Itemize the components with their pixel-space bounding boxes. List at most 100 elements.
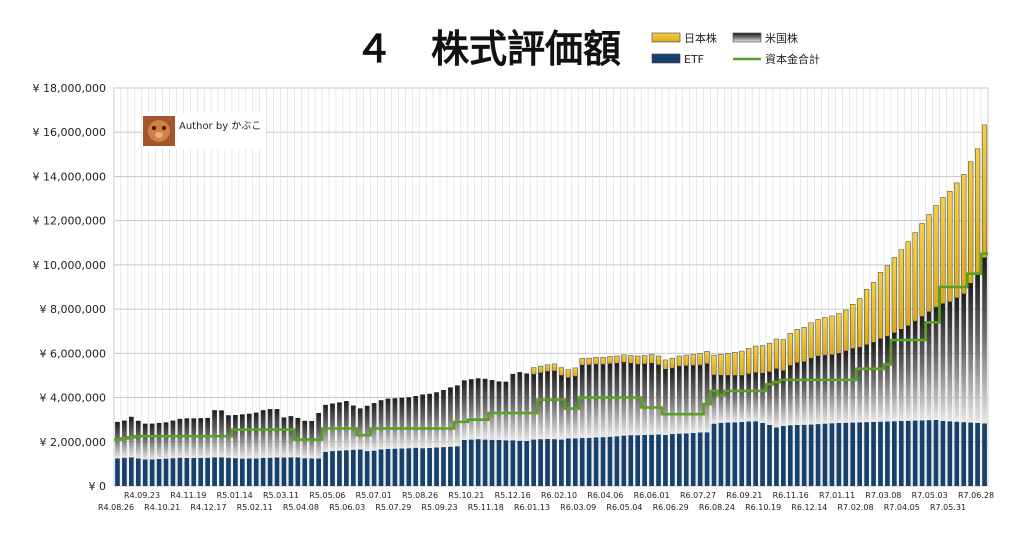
bar-etf bbox=[871, 421, 876, 486]
bar-etf bbox=[912, 420, 918, 486]
x-tick-label: R6.09.21 bbox=[726, 491, 762, 500]
bar-us-stock bbox=[912, 321, 918, 421]
x-tick-label: R6.06.29 bbox=[653, 503, 689, 512]
bar-us-stock bbox=[676, 366, 682, 434]
bar-jp-stock bbox=[600, 357, 606, 365]
bar-jp-stock bbox=[919, 223, 925, 317]
x-tick-label: R5.07.29 bbox=[375, 503, 411, 512]
bar-etf bbox=[385, 448, 391, 486]
bar-jp-stock bbox=[579, 358, 585, 366]
bar-etf bbox=[808, 424, 814, 486]
x-tick-label: R5.02.11 bbox=[237, 503, 273, 512]
bar-jp-stock bbox=[676, 355, 682, 367]
bar-etf bbox=[593, 437, 599, 486]
bar-us-stock bbox=[406, 397, 412, 449]
bar-us-stock bbox=[552, 371, 557, 440]
x-tick-label: R7.04.05 bbox=[884, 503, 920, 512]
bar-etf bbox=[760, 422, 765, 486]
bar-jp-stock bbox=[905, 241, 911, 326]
x-tick-label: R7.05.31 bbox=[930, 503, 966, 512]
bars bbox=[115, 124, 988, 486]
bar-us-stock bbox=[829, 354, 835, 424]
bar-etf bbox=[670, 434, 675, 486]
bar-etf bbox=[565, 438, 571, 486]
bar-etf bbox=[420, 448, 426, 486]
x-tick-label: R4.10.21 bbox=[144, 503, 180, 512]
bar-us-stock bbox=[621, 362, 627, 436]
bar-etf bbox=[427, 447, 432, 486]
bar-us-stock bbox=[711, 375, 717, 424]
bar-etf bbox=[350, 449, 356, 486]
bar-jp-stock bbox=[662, 359, 669, 370]
bar-jp-stock bbox=[801, 327, 807, 362]
bar-us-stock bbox=[857, 347, 863, 423]
bar-etf bbox=[191, 457, 197, 486]
bar-jp-stock bbox=[870, 282, 877, 343]
bar-jp-stock bbox=[954, 182, 960, 299]
legend: 日本株 米国株 ETF 資本金合計 bbox=[651, 31, 820, 66]
x-tick-label: R5.03.11 bbox=[263, 491, 299, 500]
x-tick-label: R6.04.06 bbox=[587, 491, 623, 500]
bar-us-stock bbox=[413, 396, 419, 448]
legend-label: 日本株 bbox=[684, 31, 717, 45]
bar-jp-stock bbox=[877, 272, 884, 339]
bar-us-stock bbox=[212, 410, 217, 458]
bar-jp-stock bbox=[586, 357, 592, 366]
bar-us-stock bbox=[219, 410, 224, 458]
x-tick-label: R5.01.14 bbox=[217, 491, 253, 500]
bar-etf bbox=[316, 458, 321, 486]
bar-etf bbox=[905, 420, 911, 486]
bar-us-stock bbox=[344, 401, 349, 451]
legend-swatch bbox=[732, 32, 762, 43]
y-tick-label: ¥ 14,000,000 bbox=[33, 170, 106, 183]
bar-etf bbox=[815, 424, 821, 486]
bar-us-stock bbox=[704, 363, 710, 433]
legend-label: ETF bbox=[684, 53, 704, 66]
bar-us-stock bbox=[156, 422, 162, 460]
bar-jp-stock bbox=[857, 298, 863, 348]
bar-us-stock bbox=[933, 307, 939, 420]
bar-us-stock bbox=[177, 418, 183, 458]
bar-etf bbox=[718, 422, 724, 486]
bar-etf bbox=[746, 421, 752, 486]
bar-etf bbox=[253, 458, 259, 486]
bar-jp-stock bbox=[607, 356, 613, 364]
bar-us-stock bbox=[725, 375, 731, 423]
bar-etf bbox=[489, 439, 495, 486]
x-tick-label: R7.06.28 bbox=[958, 491, 994, 500]
bar-jp-stock bbox=[753, 345, 759, 373]
bar-etf bbox=[552, 439, 557, 486]
bar-etf bbox=[794, 424, 800, 486]
x-tick-label: R5.10.21 bbox=[448, 491, 484, 500]
bar-us-stock bbox=[392, 398, 398, 449]
y-tick-label: ¥ 6,000,000 bbox=[40, 347, 106, 360]
bar-us-stock bbox=[850, 348, 856, 423]
bar-etf bbox=[378, 449, 384, 486]
bar-etf bbox=[503, 440, 509, 486]
bar-us-stock bbox=[878, 338, 883, 422]
bar-us-stock bbox=[940, 303, 946, 421]
bar-etf bbox=[274, 457, 280, 486]
x-tick-label: R7.02.08 bbox=[838, 503, 874, 512]
bar-jp-stock bbox=[926, 214, 932, 313]
x-tick-label: R4.09.23 bbox=[124, 491, 160, 500]
bar-jp-stock bbox=[531, 367, 537, 375]
bar-us-stock bbox=[399, 397, 405, 449]
bar-us-stock bbox=[801, 361, 807, 425]
bar-us-stock bbox=[781, 370, 786, 426]
bar-us-stock bbox=[649, 363, 654, 435]
bar-etf bbox=[649, 434, 654, 486]
bar-jp-stock bbox=[739, 350, 745, 376]
bar-us-stock bbox=[288, 416, 294, 458]
legend-swatch bbox=[651, 32, 681, 43]
bar-jp-stock bbox=[642, 355, 648, 365]
bar-us-stock bbox=[898, 329, 904, 421]
bar-etf bbox=[212, 457, 217, 486]
bar-jp-stock bbox=[537, 365, 544, 374]
bar-jp-stock bbox=[544, 364, 551, 372]
legend-label: 資本金合計 bbox=[765, 52, 820, 66]
bar-etf bbox=[704, 432, 710, 486]
bar-us-stock bbox=[607, 363, 613, 437]
bar-us-stock bbox=[149, 423, 155, 460]
